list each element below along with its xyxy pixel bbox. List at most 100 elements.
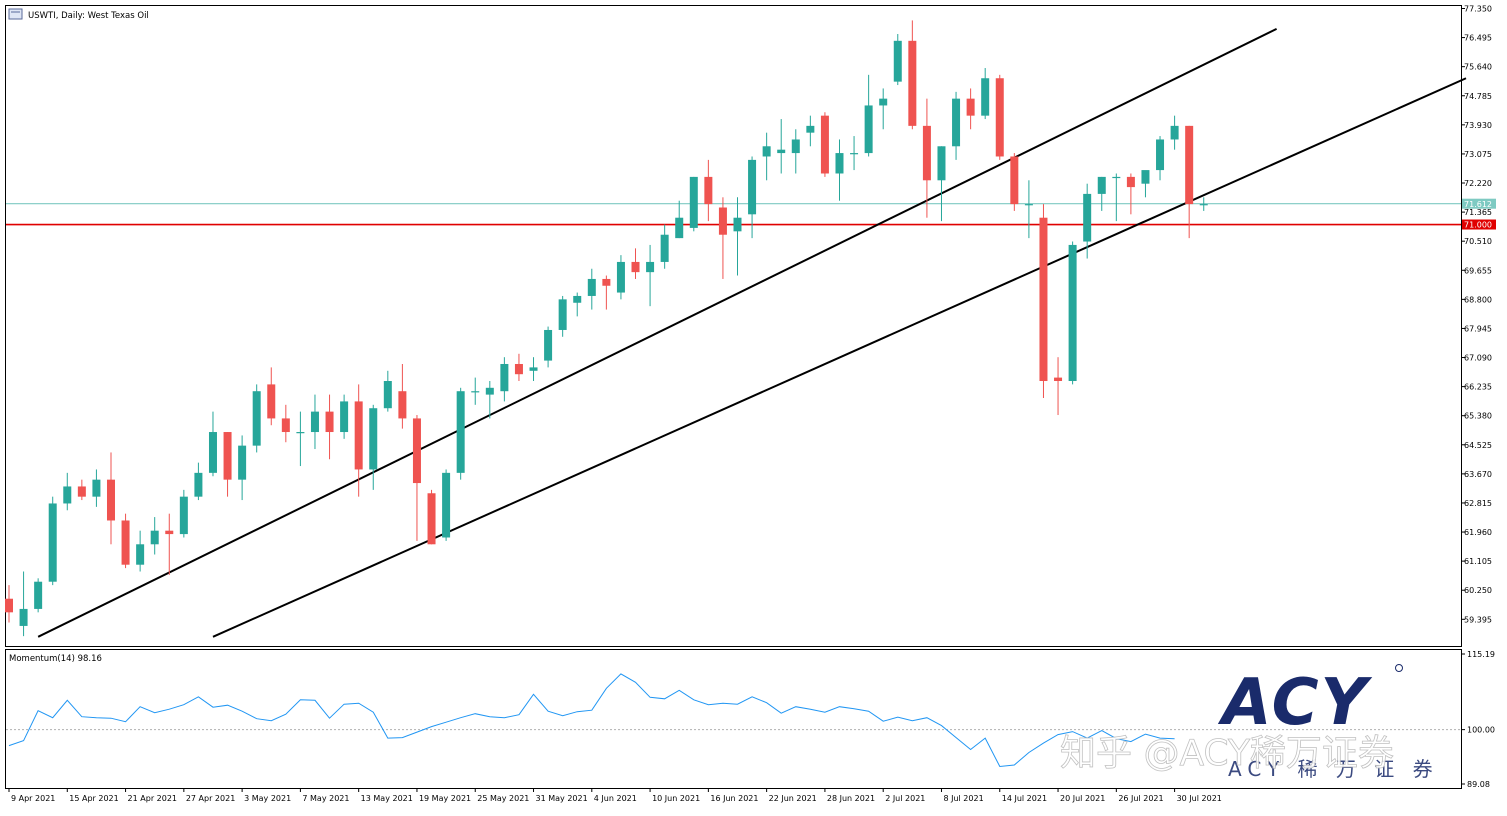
date-tick-label: 26 Jul 2021 [1118, 794, 1163, 803]
candle-body [850, 153, 859, 155]
candle-body [922, 125, 931, 181]
candle-body [1039, 217, 1048, 382]
candle-body [1141, 170, 1150, 184]
price-tick-label: 71.365 [1464, 208, 1492, 217]
candle-body [573, 295, 582, 303]
registered-mark-icon [1395, 664, 1403, 672]
candle-body [1126, 176, 1135, 188]
candle-body [427, 493, 436, 545]
candle-body [937, 146, 946, 181]
candle-body [208, 432, 217, 473]
date-tick-label: 8 Jul 2021 [943, 794, 983, 803]
price-tick-label: 67.945 [1464, 324, 1492, 333]
candle-body [616, 261, 625, 293]
date-tick-label: 31 May 2021 [536, 794, 588, 803]
candle-body [485, 387, 494, 395]
momentum-line [8, 673, 1175, 768]
price-tick-label: 77.350 [1464, 5, 1492, 14]
date-tick-label: 2 Jul 2021 [885, 794, 925, 803]
candle-body [1156, 139, 1165, 171]
candle-body [354, 401, 363, 470]
date-tick-label: 15 Apr 2021 [69, 794, 118, 803]
date-tick-label: 19 May 2021 [419, 794, 471, 803]
price-tick-label: 68.800 [1464, 295, 1492, 304]
candle-body [646, 261, 655, 273]
price-tick-label: 72.220 [1464, 179, 1492, 188]
candle-body [252, 391, 261, 446]
price-tick-label: 67.090 [1464, 354, 1492, 363]
candle-body [19, 608, 28, 626]
level-price-tag-current_price [1462, 198, 1496, 209]
price-tick-label: 73.075 [1464, 150, 1492, 159]
candle-body [529, 367, 538, 371]
candle-body [63, 486, 72, 504]
price-tick-label: 62.815 [1464, 499, 1492, 508]
level-price-label-support: 71.000 [1464, 221, 1492, 230]
momentum-panel-frame [5, 649, 1462, 789]
date-tick-label: 14 Jul 2021 [1002, 794, 1047, 803]
candle-body [136, 544, 145, 565]
channel-line-upper[interactable] [37, 28, 1278, 638]
candle-body [704, 176, 713, 205]
candle-body [689, 176, 698, 228]
candle-body [48, 503, 57, 582]
candle-body [106, 479, 115, 521]
candle-body [456, 391, 465, 473]
candle-body [748, 159, 757, 215]
candle-body [1024, 204, 1033, 206]
candle-body [194, 472, 203, 497]
candle-body [267, 384, 276, 419]
candle-body [995, 78, 1004, 157]
date-tick-label: 9 Apr 2021 [11, 794, 55, 803]
date-tick-label: 22 Jun 2021 [769, 794, 817, 803]
main-panel-frame [5, 5, 1462, 647]
candle-body [296, 432, 305, 434]
candle-body [631, 261, 640, 273]
date-tick-label: 28 Jun 2021 [827, 794, 875, 803]
candle-body [908, 40, 917, 126]
candle-body [369, 408, 378, 470]
date-tick-label: 21 Apr 2021 [128, 794, 177, 803]
chart-header: USWTI, Daily: West Texas Oil [8, 8, 149, 21]
candle-body [340, 401, 349, 433]
candle-body [791, 139, 800, 154]
candle-body [383, 381, 392, 409]
candle-body [1054, 377, 1063, 382]
price-tick-label: 73.930 [1464, 121, 1492, 130]
candle-body [893, 40, 902, 82]
price-tick-label: 65.380 [1464, 412, 1492, 421]
candle-body [150, 530, 159, 545]
candle-body [310, 411, 319, 433]
candle-body [442, 472, 451, 538]
price-tick-label: 63.670 [1464, 470, 1492, 479]
candle-body [34, 581, 43, 609]
candle-body [223, 432, 232, 480]
acy-logo-text: ACY [1217, 666, 1373, 740]
date-tick-label: 4 Jun 2021 [594, 794, 637, 803]
date-tick-label: 25 May 2021 [477, 794, 529, 803]
date-tick-label: 7 May 2021 [302, 794, 349, 803]
candle-body [558, 299, 567, 330]
candle-body [544, 329, 553, 361]
candle-body [77, 486, 86, 497]
date-tick-label: 16 Jun 2021 [710, 794, 758, 803]
channel-line-lower[interactable] [212, 77, 1467, 638]
candle-body [238, 445, 247, 480]
momentum-tick-label: 115.19 [1467, 650, 1495, 659]
candle-body [733, 217, 742, 232]
zhihu-watermark: 知乎 @ACY稀万证券 [1060, 733, 1394, 774]
candle-body [777, 149, 786, 154]
candle-body [500, 363, 509, 392]
price-tick-label: 64.525 [1464, 441, 1492, 450]
candle-body [718, 207, 727, 235]
candle-body [1112, 176, 1121, 179]
date-tick-label: 3 May 2021 [244, 794, 291, 803]
candle-body [398, 391, 407, 419]
momentum-tick-label: 100.00 [1467, 726, 1495, 735]
candle-body [121, 520, 130, 565]
candle-body [1083, 193, 1092, 242]
candle-body [514, 363, 523, 375]
level-price-label-current_price: 71.612 [1464, 200, 1492, 209]
candle-body [5, 598, 13, 613]
